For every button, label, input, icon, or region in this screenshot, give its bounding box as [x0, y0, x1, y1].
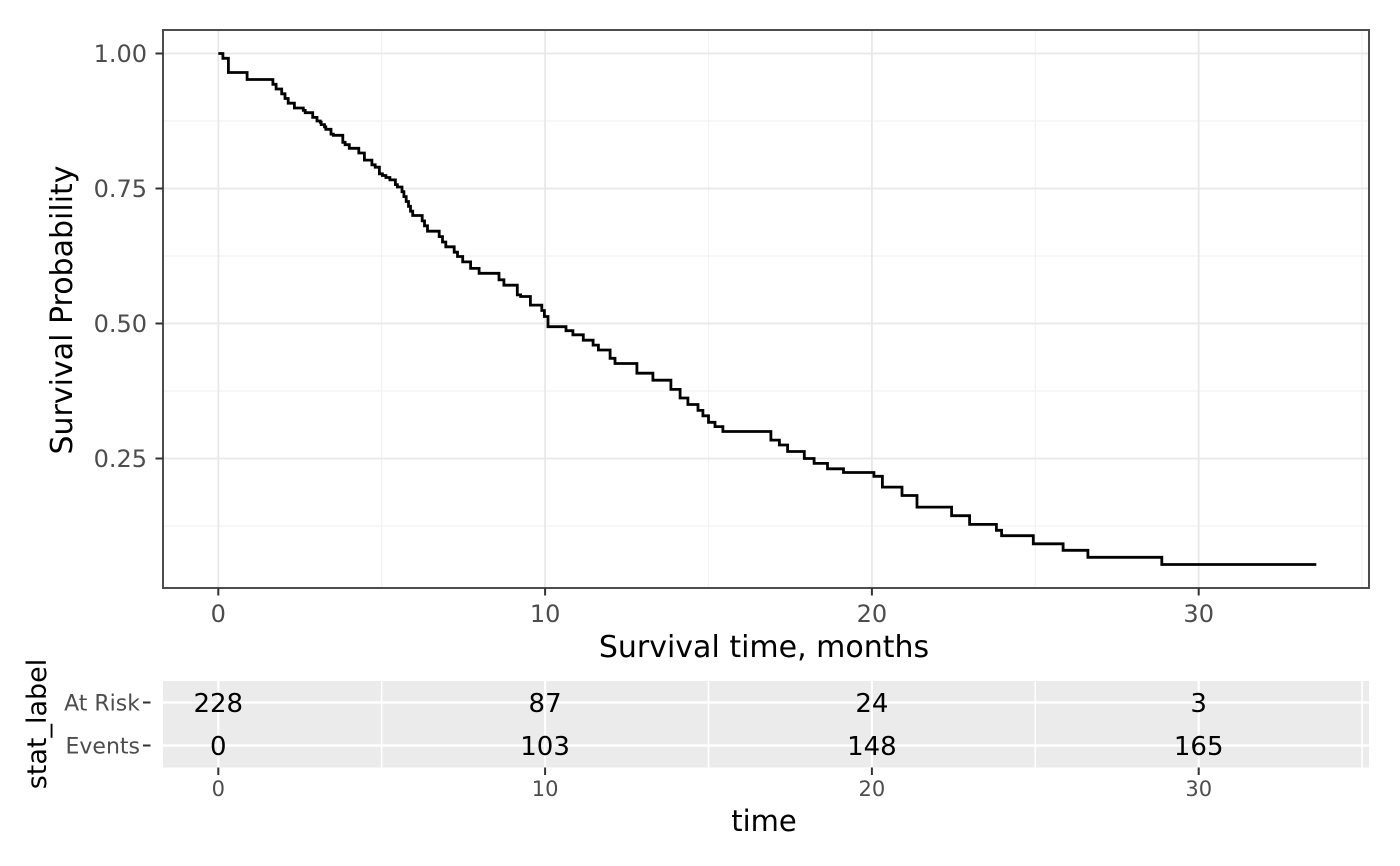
- km-curve: [218, 52, 1317, 566]
- chart-graphics: 1.00 0.75 0.50 0.25 0 10 20 30 At Risk 228 87 24 3 Ev…: [64, 29, 1370, 801]
- risk-value: 87: [529, 689, 562, 719]
- y-tick-label: 0.75: [94, 175, 147, 203]
- table-x-tick-label: 0: [212, 777, 225, 801]
- risk-value: 3: [1190, 689, 1207, 719]
- x-tick-label: 30: [1183, 600, 1214, 628]
- x-tick-label: 10: [530, 600, 561, 628]
- risk-row-label: At Risk: [64, 692, 140, 717]
- x-axis-title: Survival time, months: [599, 630, 929, 665]
- y-tick-label: 1.00: [94, 40, 147, 68]
- risk-value: 103: [520, 732, 570, 762]
- table-x-tick-label: 30: [1185, 777, 1212, 801]
- y-tick-label: 0.50: [94, 310, 147, 338]
- risk-value: 24: [855, 689, 888, 719]
- table-x-axis-title: time: [731, 804, 797, 838]
- risk-value: 165: [1174, 732, 1224, 762]
- risk-value: 148: [847, 732, 897, 762]
- x-tick-label: 20: [857, 600, 888, 628]
- risk-row-label: Events: [66, 735, 141, 760]
- plot-panel: [163, 30, 1369, 588]
- panel-border: [162, 29, 1370, 589]
- table-x-tick-label: 10: [532, 777, 559, 801]
- table-x-tick-label: 20: [859, 777, 886, 801]
- y-axis-title: Survival Probability: [45, 165, 80, 454]
- y-tick-label: 0.25: [94, 445, 147, 473]
- risk-value: 228: [193, 689, 243, 719]
- risk-value: 0: [210, 732, 227, 762]
- risk-table-panel: [163, 681, 1369, 768]
- table-y-axis-title: stat_label: [22, 659, 53, 790]
- x-tick-label: 0: [211, 600, 226, 628]
